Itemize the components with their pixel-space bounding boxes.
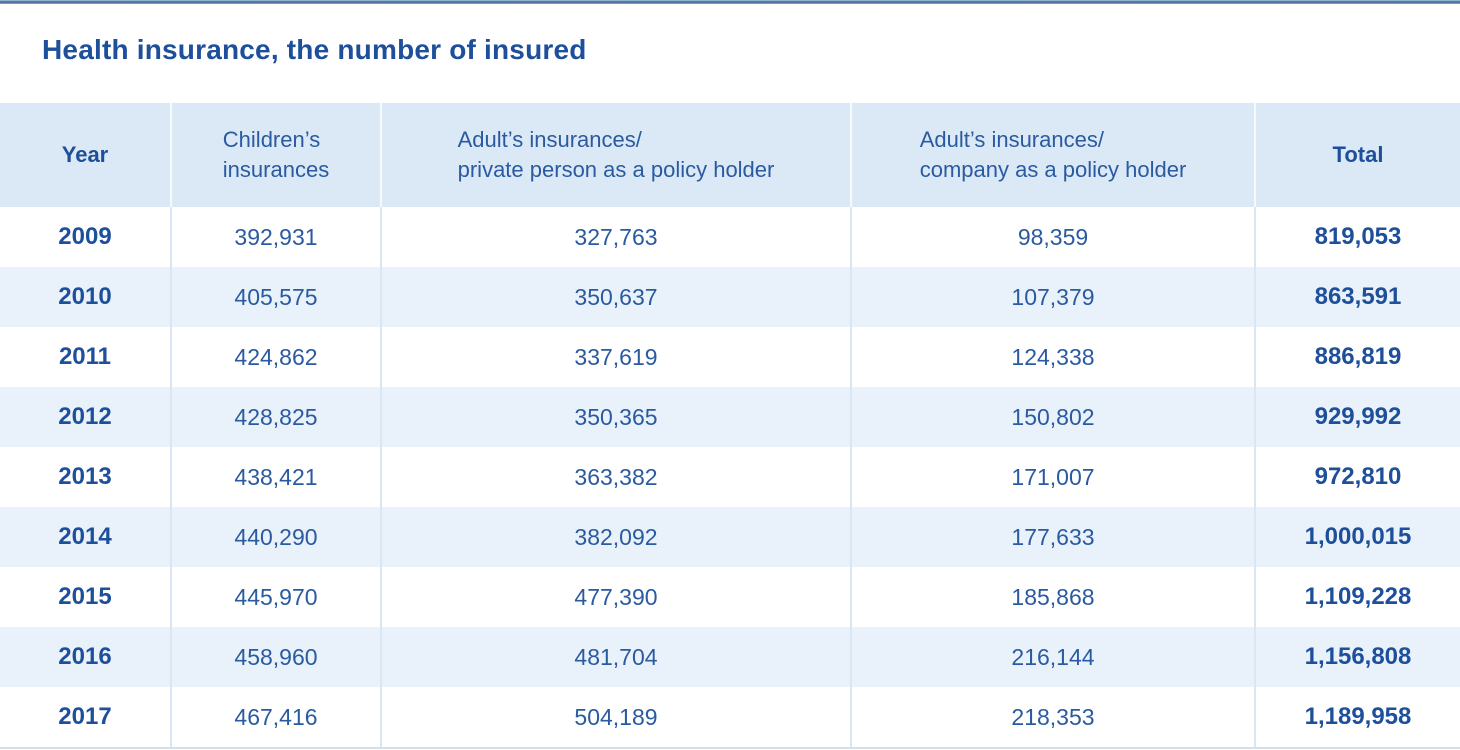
cell-adult-private: 327,763 [380,207,850,267]
cell-adult-company: 124,338 [850,327,1254,387]
table-body: 2009 392,931 327,763 98,359 819,053 2010 405,5… [0,207,1460,749]
cell-adult-company: 98,359 [850,207,1254,267]
cell-total: 863,591 [1254,267,1460,327]
insured-table: Year Children’s insurances Adult’s insur… [0,103,1460,749]
cell-adult-private: 363,382 [380,447,850,507]
table-row: 2017 467,416 504,189 218,353 1,189,958 [0,687,1460,747]
cell-total: 1,189,958 [1254,687,1460,747]
cell-adult-private: 350,365 [380,387,850,447]
cell-total: 1,000,015 [1254,507,1460,567]
cell-adult-company: 218,353 [850,687,1254,747]
cell-year: 2015 [58,583,112,610]
cell-total: 929,992 [1254,387,1460,447]
cell-adult-private: 382,092 [380,507,850,567]
cell-children-insurances: 445,970 [170,567,380,627]
cell-year: 2011 [58,343,112,370]
cell-total: 819,053 [1254,207,1460,267]
cell-year: 2016 [58,643,112,670]
table-row: 2009 392,931 327,763 98,359 819,053 [0,207,1460,267]
cell-children-insurances: 392,931 [170,207,380,267]
cell-adult-company: 150,802 [850,387,1254,447]
column-header-children-label: Children’s insurances [222,127,330,182]
cell-total: 886,819 [1254,327,1460,387]
top-accent-bar [0,0,1460,4]
table-row: 2011 424,862 337,619 124,338 886,819 [0,327,1460,387]
cell-adult-company: 107,379 [850,267,1254,327]
cell-year: 2017 [58,703,112,730]
cell-children-insurances: 458,960 [170,627,380,687]
cell-adult-private: 337,619 [380,327,850,387]
column-header-total: Total [1254,103,1460,207]
table-row: 2010 405,575 350,637 107,379 863,591 [0,267,1460,327]
cell-children-insurances: 467,416 [170,687,380,747]
table-row: 2013 438,421 363,382 171,007 972,810 [0,447,1460,507]
cell-adult-company: 185,868 [850,567,1254,627]
table-row: 2015 445,970 477,390 185,868 1,109,228 [0,567,1460,627]
cell-adult-private: 481,704 [380,627,850,687]
table-header-row: Year Children’s insurances Adult’s insur… [0,103,1460,207]
cell-adult-company: 177,633 [850,507,1254,567]
cell-year: 2010 [58,283,112,310]
cell-total: 1,109,228 [1254,567,1460,627]
cell-year: 2013 [58,463,112,490]
cell-adult-company: 171,007 [850,447,1254,507]
cell-children-insurances: 405,575 [170,267,380,327]
column-header-adult-private-label: Adult’s insurances/ private person as a … [457,127,775,182]
column-header-children-insurances: Children’s insurances [170,103,380,207]
column-header-year-label: Year [61,142,109,167]
column-header-year: Year [0,103,170,207]
cell-year: 2012 [58,403,112,430]
cell-total: 1,156,808 [1254,627,1460,687]
column-header-adult-private: Adult’s insurances/ private person as a … [380,103,850,207]
table-row: 2016 458,960 481,704 216,144 1,156,808 [0,627,1460,687]
cell-children-insurances: 438,421 [170,447,380,507]
cell-adult-company: 216,144 [850,627,1254,687]
cell-children-insurances: 428,825 [170,387,380,447]
cell-year: 2009 [58,223,112,250]
cell-adult-private: 350,637 [380,267,850,327]
table-row: 2014 440,290 382,092 177,633 1,000,015 [0,507,1460,567]
table-row: 2012 428,825 350,365 150,802 929,992 [0,387,1460,447]
column-header-total-label: Total [1332,142,1384,167]
cell-year: 2014 [58,523,112,550]
cell-children-insurances: 440,290 [170,507,380,567]
cell-children-insurances: 424,862 [170,327,380,387]
column-header-adult-company: Adult’s insurances/ company as a policy … [850,103,1254,207]
cell-adult-private: 504,189 [380,687,850,747]
cell-total: 972,810 [1254,447,1460,507]
page-title: Health insurance, the number of insured [42,34,587,65]
cell-adult-private: 477,390 [380,567,850,627]
column-header-adult-company-label: Adult’s insurances/ company as a policy … [919,127,1187,182]
